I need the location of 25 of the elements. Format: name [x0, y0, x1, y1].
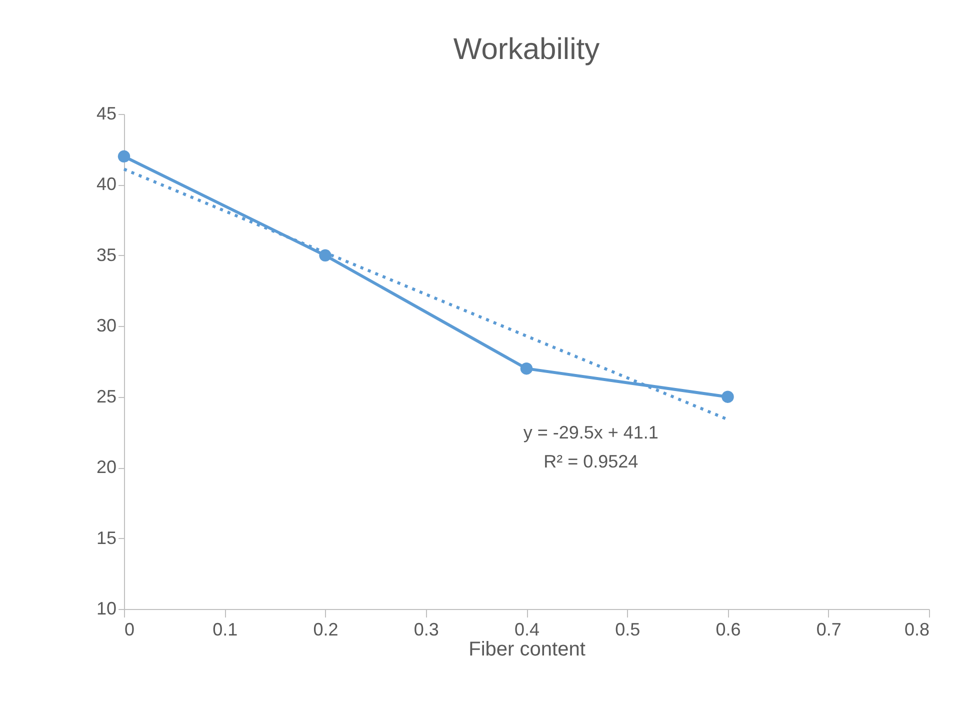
point [319, 249, 332, 262]
y-tick-label: 15 [96, 528, 116, 548]
x-tick-label: 0.8 [904, 620, 930, 640]
point [722, 390, 734, 403]
y-tick-label: 10 [96, 598, 116, 618]
annotation: R² = 0.9524 [544, 451, 638, 472]
x-tick-label: 0.4 [514, 620, 540, 640]
y-tick-label: 35 [96, 244, 116, 265]
x-tick-label: 0.7 [816, 620, 842, 640]
x-axis-title: Fiber content [468, 638, 586, 660]
y-tick-label: 25 [96, 386, 116, 406]
y-tick-label: 40 [96, 174, 116, 194]
y-tick-label: 30 [96, 316, 116, 336]
point [520, 362, 533, 375]
x-tick-label: 0.5 [615, 620, 640, 640]
chart-title: Workability [453, 33, 600, 66]
y-tick-label: 20 [96, 457, 116, 478]
x-tick-label: 0.3 [414, 620, 439, 640]
point [118, 150, 130, 163]
x-tick-label: 0.2 [313, 620, 338, 640]
annotation: y = -29.5x + 41.1 [523, 422, 658, 442]
x-tick-label: 0.6 [716, 620, 741, 640]
x-tick-label: 0 [124, 620, 135, 640]
y-tick-label: 45 [96, 104, 116, 124]
x-tick-label: 0.1 [212, 620, 238, 640]
